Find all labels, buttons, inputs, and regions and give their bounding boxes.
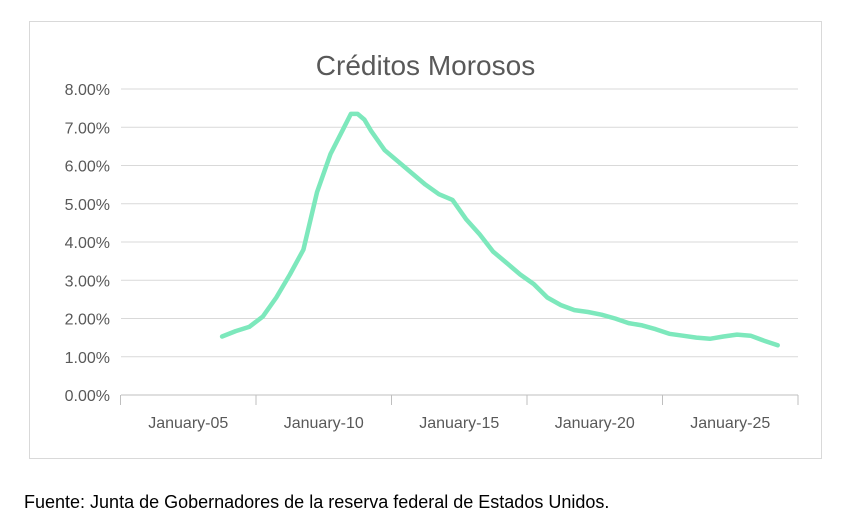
x-tick-label: January-25 xyxy=(690,415,770,432)
y-tick-label: 4.00% xyxy=(65,235,110,252)
x-tick-label: January-10 xyxy=(284,415,364,432)
y-tick-label: 3.00% xyxy=(65,273,110,290)
y-tick-label: 1.00% xyxy=(65,350,110,367)
y-tick-label: 6.00% xyxy=(65,159,110,176)
x-tick-label: January-15 xyxy=(419,415,499,432)
y-tick-label: 2.00% xyxy=(65,312,110,329)
x-tick-label: January-20 xyxy=(555,415,635,432)
y-tick-label: 0.00% xyxy=(65,388,110,405)
y-tick-label: 8.00% xyxy=(65,82,110,99)
y-tick-label: 5.00% xyxy=(65,197,110,214)
source-note: Fuente: Junta de Gobernadores de la rese… xyxy=(24,492,610,512)
chart-title: Créditos Morosos xyxy=(315,50,536,81)
chart-area: Créditos Morosos xyxy=(29,21,822,459)
x-tick-label: January-05 xyxy=(148,415,228,432)
series-line xyxy=(219,111,780,348)
y-tick-label: 7.00% xyxy=(65,120,110,137)
